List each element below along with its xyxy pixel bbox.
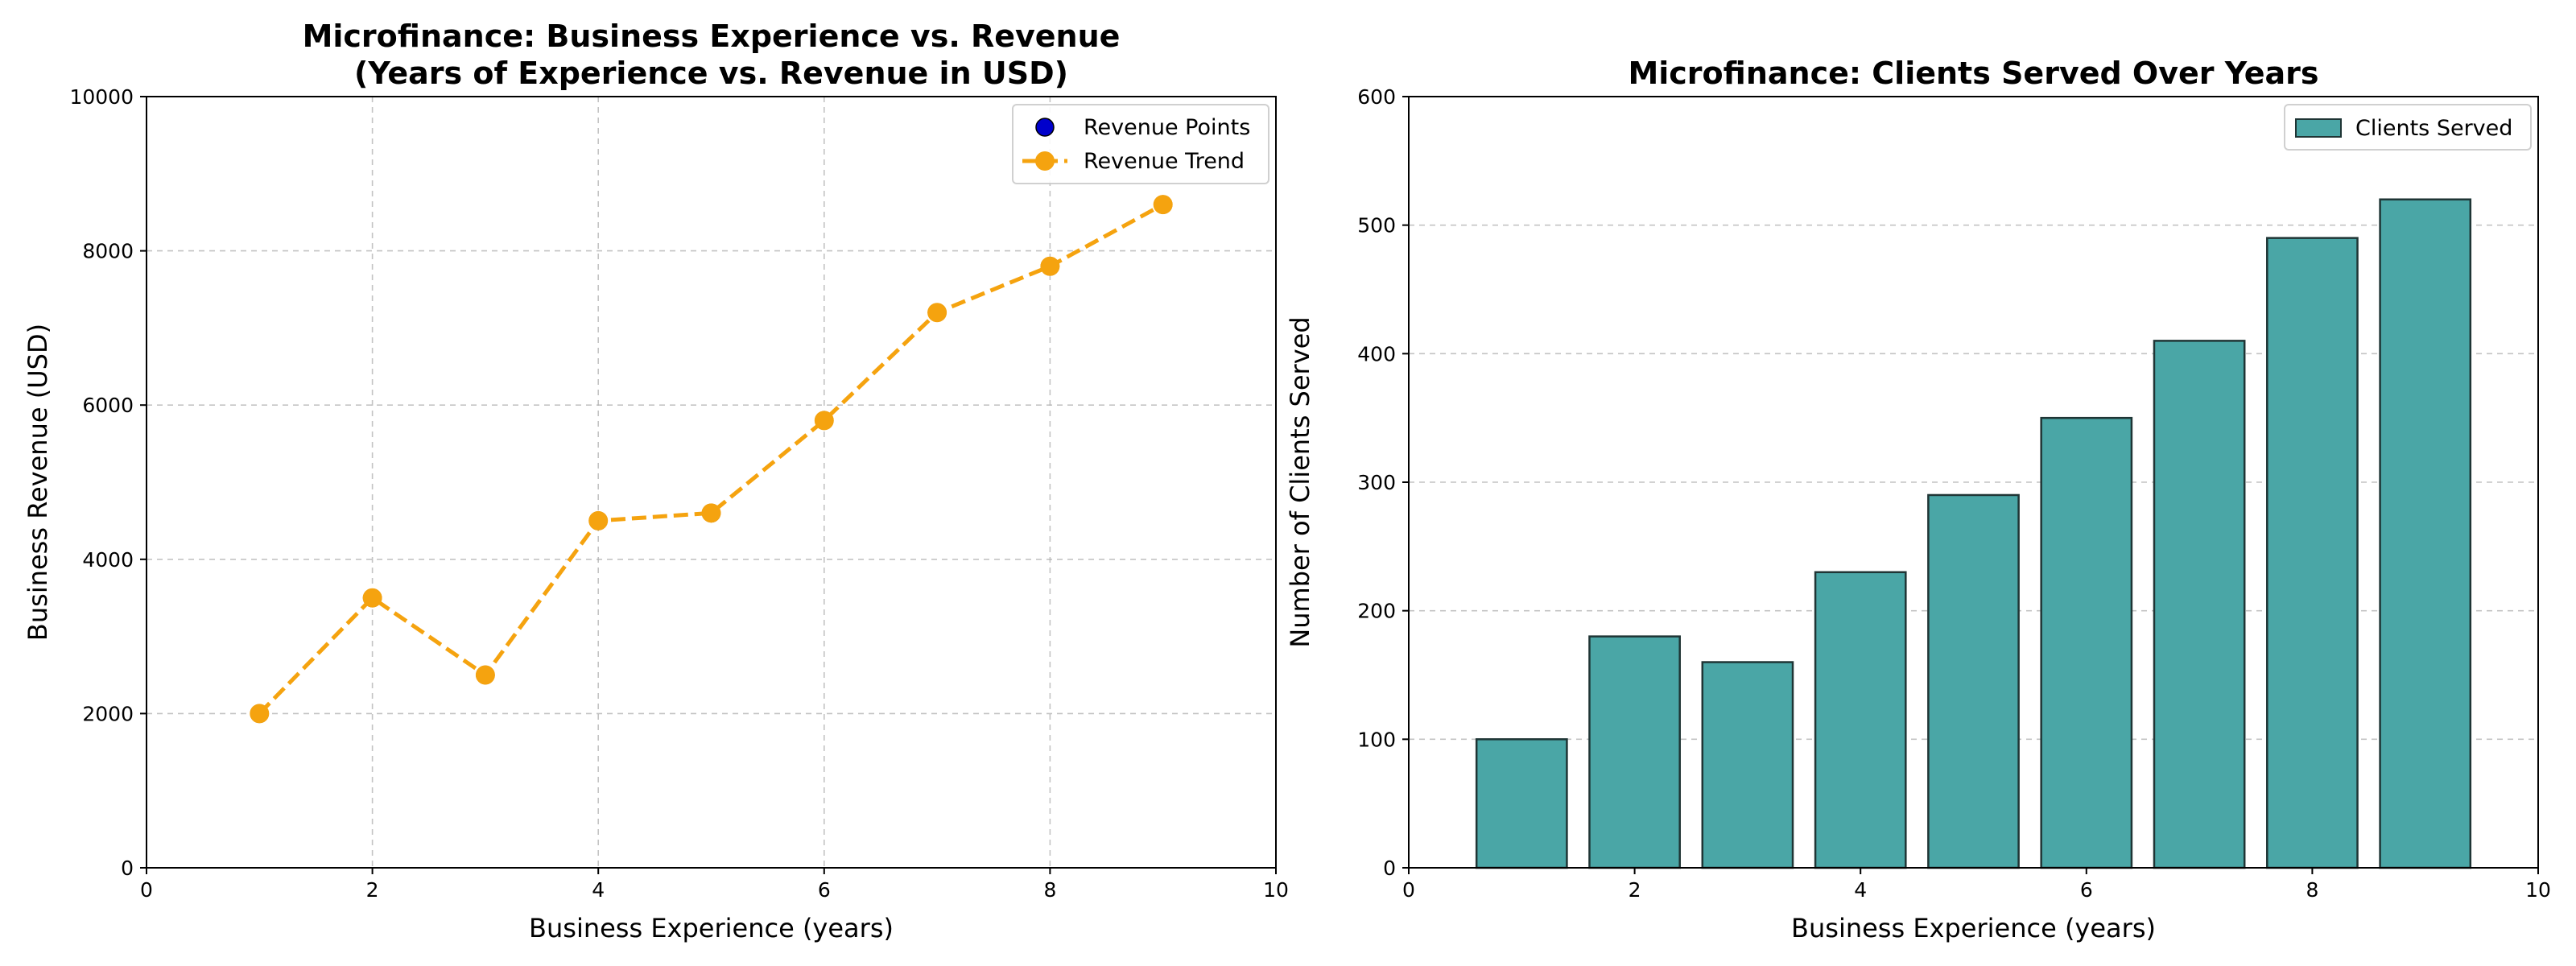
clients-bar — [1701, 661, 1794, 869]
y-tick-label: 2000 — [82, 702, 134, 725]
legend-swatch-clients — [2295, 118, 2342, 138]
revenue-trend-marker — [475, 665, 495, 685]
chart-title-line: Microfinance: Business Experience vs. Re… — [303, 19, 1121, 54]
x-tick-label: 6 — [818, 878, 831, 902]
revenue-trend-marker — [1153, 195, 1173, 215]
y-tick-label: 0 — [1383, 857, 1396, 880]
legend: Revenue Points Revenue Trend — [1012, 104, 1269, 184]
clients-bar — [1927, 493, 2020, 869]
clients-bar — [1588, 635, 1681, 869]
y-tick-label: 500 — [1357, 214, 1396, 237]
chart-title: Microfinance: Clients Served Over Years — [1628, 56, 2318, 91]
chart-title: Microfinance: Business Experience vs. Re… — [303, 19, 1121, 91]
clients-bar — [2266, 237, 2359, 869]
revenue-trend-line — [258, 202, 1164, 716]
revenue-trend-marker — [1040, 256, 1060, 276]
plot-frame — [146, 96, 1277, 869]
x-tick-label: 8 — [1043, 878, 1056, 902]
clients-bar — [2153, 340, 2246, 869]
y-tick-label: 200 — [1357, 600, 1396, 623]
chart-title-line: (Years of Experience vs. Revenue in USD) — [354, 56, 1068, 91]
y-tick-label: 8000 — [82, 240, 134, 263]
chart-title-line: Microfinance: Clients Served Over Years — [1628, 56, 2318, 91]
clients-bar — [1475, 738, 1568, 869]
revenue-trend-marker — [250, 704, 270, 724]
x-axis-label: Business Experience (years) — [1791, 913, 2156, 943]
y-tick-label: 600 — [1357, 85, 1396, 109]
y-tick-label: 100 — [1357, 728, 1396, 751]
revenue-trend-marker — [814, 411, 834, 431]
legend: Clients Served — [2284, 104, 2532, 151]
clients-bar — [1814, 571, 1907, 869]
y-tick-label: 10000 — [69, 85, 134, 109]
y-tick-label: 4000 — [82, 548, 134, 572]
x-tick-label: 10 — [2525, 878, 2551, 902]
x-tick-label: 2 — [366, 878, 379, 902]
x-tick-label: 4 — [1854, 878, 1867, 902]
x-tick-label: 4 — [592, 878, 605, 902]
x-tick-label: 8 — [2306, 878, 2318, 902]
y-axis-label: Number of Clients Served — [1285, 316, 1315, 647]
y-tick-label: 400 — [1357, 342, 1396, 365]
legend-label-trend: Revenue Trend — [1084, 149, 1245, 174]
y-tick-label: 6000 — [82, 394, 134, 417]
x-tick-label: 10 — [1263, 878, 1289, 902]
y-axis-label: Business Revenue (USD) — [23, 324, 53, 641]
legend-swatch-trend-marker — [1035, 151, 1055, 171]
legend-label-clients: Clients Served — [2355, 116, 2512, 141]
x-axis-label: Business Experience (years) — [529, 913, 894, 943]
x-tick-label: 2 — [1629, 878, 1641, 902]
revenue-trend-marker — [701, 503, 721, 523]
legend-box — [2284, 104, 2532, 151]
y-tick-label: 0 — [121, 857, 134, 880]
legend-swatch-points — [1035, 118, 1055, 137]
y-tick-label: 300 — [1357, 471, 1396, 494]
clients-bar — [2040, 416, 2133, 869]
revenue-trend-marker — [588, 510, 609, 530]
revenue-trend-marker — [362, 588, 382, 608]
x-tick-label: 6 — [2080, 878, 2093, 902]
clients-bar — [2379, 198, 2472, 869]
revenue-chart: 0 2 4 6 8 10 0 2000 4000 6000 8000 10000 Business Ex… — [23, 19, 1289, 943]
x-tick-label: 0 — [140, 878, 153, 902]
x-tick-label: 0 — [1402, 878, 1415, 902]
revenue-trend-marker — [927, 303, 947, 323]
legend-box — [1012, 104, 1269, 184]
legend-label-points: Revenue Points — [1084, 115, 1250, 140]
